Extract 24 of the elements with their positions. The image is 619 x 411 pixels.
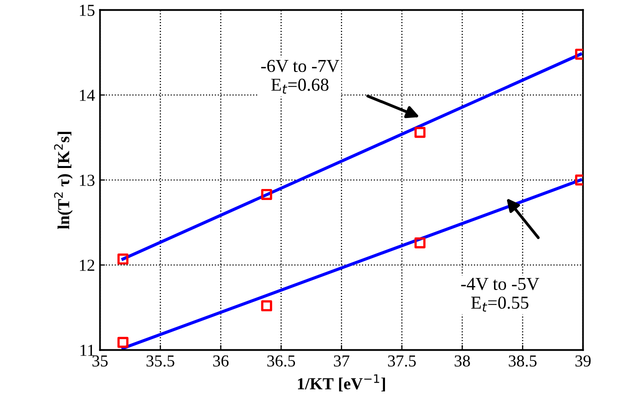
y-tick-label: 14 xyxy=(80,90,95,101)
point xyxy=(414,126,426,138)
point xyxy=(261,300,272,312)
x-tick-label: 36.5 xyxy=(267,355,296,367)
y-axis-title: ln(T$^{2}$ τ) [K$^{2}$s] xyxy=(54,132,73,230)
x-tick-label: 37.5 xyxy=(388,355,416,367)
y-tick-label: 12 xyxy=(80,260,94,271)
x-tick-label: 37 xyxy=(334,355,350,367)
point xyxy=(261,188,272,200)
x-tick-label: 38.5 xyxy=(508,355,537,367)
x-tick-label: 39 xyxy=(575,355,591,367)
y-tick-label: 13 xyxy=(80,174,94,186)
x-tick-label: 38 xyxy=(454,355,470,367)
point xyxy=(414,237,426,248)
y-tick-label: 11 xyxy=(80,344,94,356)
x-tick-label: 35.5 xyxy=(146,355,174,367)
point xyxy=(117,254,128,265)
point xyxy=(117,336,128,348)
annotation: -6V to -7V E$_{t}$=0.68 xyxy=(261,60,340,94)
x-axis-title: 1/KT [eV$^{−1}$] xyxy=(298,374,385,392)
annotation: -4V to -5V E$_{t}$=0.55 xyxy=(461,278,540,312)
y-tick-label: 15 xyxy=(80,4,94,16)
x-tick-label: 35 xyxy=(92,355,108,367)
x-tick-label: 36 xyxy=(213,355,229,367)
